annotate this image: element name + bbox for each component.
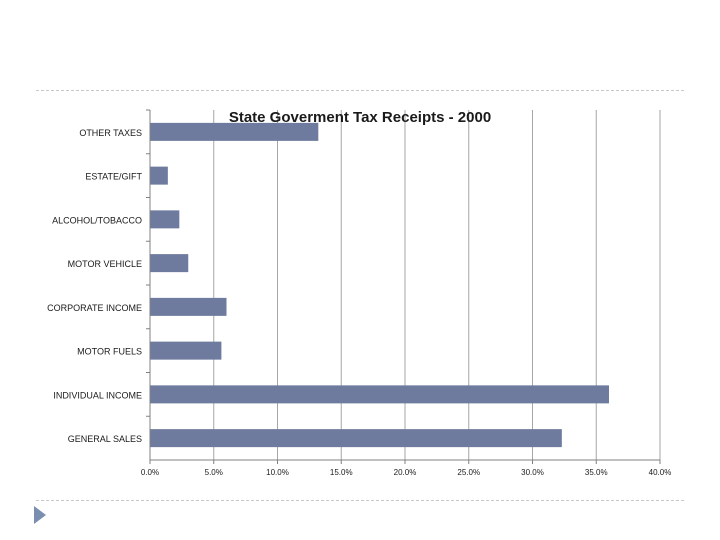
x-tick-label: 10.0% [266,468,289,477]
bar [150,385,609,404]
bar [150,297,227,316]
bar [150,122,319,141]
category-label: GENERAL SALES [68,434,142,444]
bottom-divider [36,500,684,501]
category-label: MOTOR FUELS [77,347,142,357]
x-tick-label: 40.0% [649,468,672,477]
category-label: ESTATE/GIFT [85,172,142,182]
category-label: OTHER TAXES [79,128,142,138]
chart-title: State Goverment Tax Receipts - 2000 [229,109,491,126]
triangle-right-icon[interactable] [34,506,46,524]
x-tick-label: 35.0% [585,468,608,477]
category-labels: OTHER TAXES ESTATE/GIFT ALCOHOL/TOBACCO MOT… [47,128,142,444]
x-tick-label: 0.0% [141,468,159,477]
category-label: MOTOR VEHICLE [68,259,142,269]
x-tick-label: 20.0% [394,468,417,477]
x-tick-label: 25.0% [457,468,480,477]
axes [146,109,661,464]
top-divider [36,90,684,91]
x-tick-label: 5.0% [205,468,223,477]
bar [150,429,562,448]
x-tick-labels: 0.0% 5.0% 10.0% 15.0% 20.0% 25.0% 30.0% 35.0% 40… [141,468,671,477]
bar [150,254,189,273]
category-label: CORPORATE INCOME [47,303,142,313]
category-label: INDIVIDUAL INCOME [53,390,142,400]
x-tick-label: 15.0% [330,468,353,477]
bar [150,341,222,360]
x-tick-label: 30.0% [521,468,544,477]
bar [150,166,168,185]
bar [150,210,180,229]
grid-lines [213,110,661,460]
bars [150,122,609,448]
category-label: ALCOHOL/TOBACCO [52,215,142,225]
